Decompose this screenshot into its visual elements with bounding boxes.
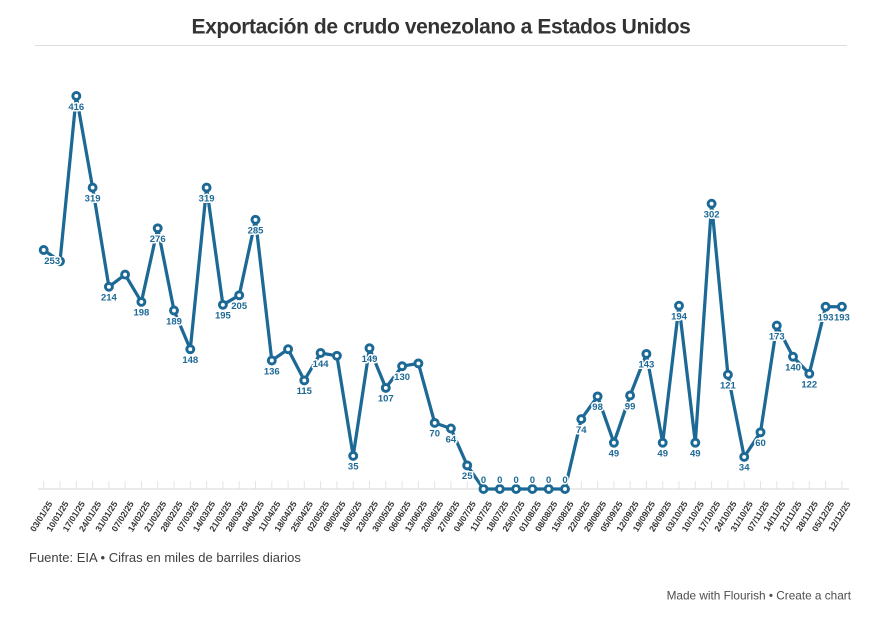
svg-text:319: 319 bbox=[85, 193, 101, 204]
svg-text:276: 276 bbox=[150, 234, 166, 245]
svg-text:Made with Flourish • Create a: Made with Flourish • Create a chart bbox=[667, 589, 852, 603]
svg-text:49: 49 bbox=[657, 449, 668, 460]
svg-text:173: 173 bbox=[769, 331, 785, 342]
svg-text:107: 107 bbox=[378, 394, 394, 405]
svg-text:130: 130 bbox=[394, 372, 410, 383]
svg-text:0: 0 bbox=[530, 475, 535, 486]
svg-text:144: 144 bbox=[313, 359, 330, 370]
svg-text:193: 193 bbox=[834, 313, 850, 324]
svg-text:122: 122 bbox=[801, 380, 817, 391]
svg-text:49: 49 bbox=[609, 449, 620, 460]
svg-text:70: 70 bbox=[429, 429, 440, 440]
svg-text:64: 64 bbox=[446, 434, 457, 445]
svg-text:0: 0 bbox=[497, 475, 502, 486]
svg-text:Fuente: EIA • Cifras en miles: Fuente: EIA • Cifras en miles de barrile… bbox=[29, 550, 301, 565]
svg-text:121: 121 bbox=[720, 381, 737, 392]
svg-text:74: 74 bbox=[576, 425, 587, 436]
svg-text:195: 195 bbox=[215, 311, 232, 322]
svg-text:143: 143 bbox=[638, 360, 654, 371]
svg-text:285: 285 bbox=[248, 226, 265, 237]
svg-text:60: 60 bbox=[755, 438, 766, 449]
svg-text:319: 319 bbox=[199, 193, 215, 204]
svg-text:214: 214 bbox=[101, 293, 118, 304]
svg-text:140: 140 bbox=[785, 363, 801, 374]
svg-text:253: 253 bbox=[44, 256, 60, 267]
svg-text:34: 34 bbox=[739, 463, 750, 474]
svg-text:189: 189 bbox=[166, 316, 182, 327]
svg-text:98: 98 bbox=[592, 402, 603, 413]
svg-text:198: 198 bbox=[133, 308, 149, 319]
svg-text:193: 193 bbox=[818, 313, 834, 324]
svg-text:25: 25 bbox=[462, 471, 473, 482]
svg-text:0: 0 bbox=[562, 475, 567, 486]
svg-text:148: 148 bbox=[182, 355, 198, 366]
svg-text:99: 99 bbox=[625, 401, 636, 412]
svg-text:0: 0 bbox=[513, 475, 518, 486]
svg-text:Exportación de crudo venezolan: Exportación de crudo venezolano a Estado… bbox=[192, 15, 691, 38]
svg-text:35: 35 bbox=[348, 462, 359, 473]
svg-text:149: 149 bbox=[362, 354, 378, 365]
svg-text:302: 302 bbox=[704, 210, 720, 221]
svg-text:416: 416 bbox=[68, 102, 84, 113]
svg-text:0: 0 bbox=[481, 475, 486, 486]
svg-text:115: 115 bbox=[297, 386, 313, 397]
svg-text:0: 0 bbox=[546, 475, 551, 486]
svg-text:136: 136 bbox=[264, 366, 280, 377]
svg-text:49: 49 bbox=[690, 449, 701, 460]
svg-text:205: 205 bbox=[231, 301, 248, 312]
svg-text:194: 194 bbox=[671, 312, 688, 323]
